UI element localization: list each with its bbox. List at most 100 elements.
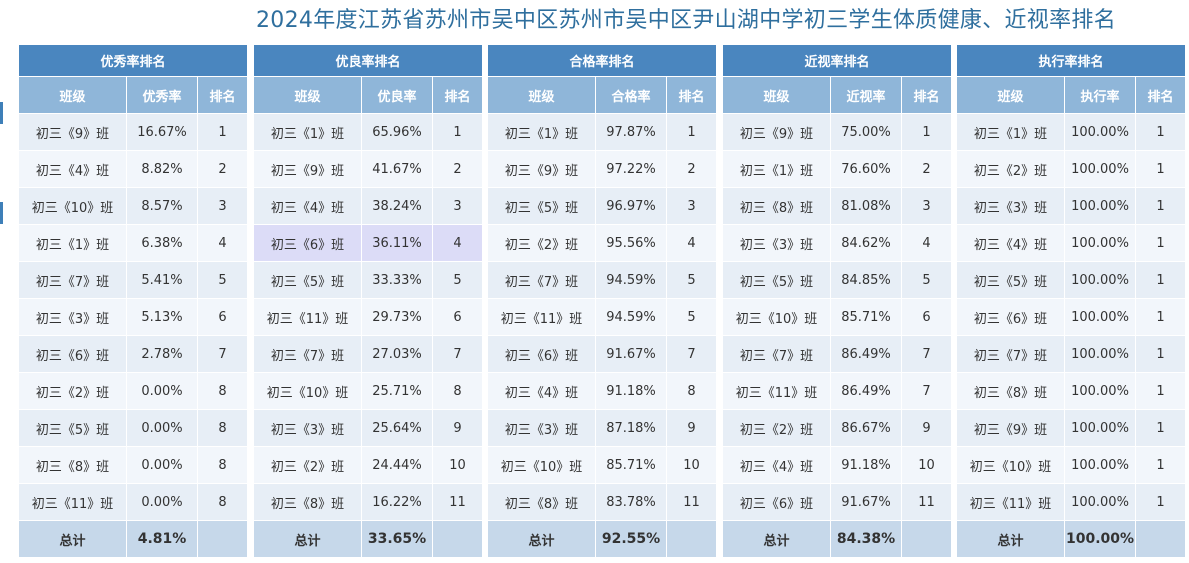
table-row[interactable]: 初三《1》班 6.38% 4: [18, 224, 249, 262]
table-row[interactable]: 初三《4》班 91.18% 8: [487, 372, 718, 410]
column-header[interactable]: 执行率: [1064, 76, 1136, 114]
table-row[interactable]: 初三《4》班 91.18% 10: [722, 446, 953, 484]
table-row[interactable]: 初三《10》班 85.71% 6: [722, 298, 953, 336]
rank-cell: 3: [665, 187, 718, 225]
rank-cell: 4: [665, 224, 718, 262]
table-row[interactable]: 初三《10》班 85.71% 10: [487, 446, 718, 484]
rank-cell: 1: [1134, 113, 1187, 151]
table-row[interactable]: 初三《5》班 84.85% 5: [722, 261, 953, 299]
table-row[interactable]: 初三《8》班 0.00% 8: [18, 446, 249, 484]
table-row[interactable]: 初三《7》班 5.41% 5: [18, 261, 249, 299]
class-name-cell: 初三《5》班: [253, 261, 362, 299]
table-row[interactable]: 初三《9》班 75.00% 1: [722, 113, 953, 151]
table-row[interactable]: 初三《8》班 16.22% 11: [253, 483, 484, 521]
table-row[interactable]: 初三《5》班 0.00% 8: [18, 409, 249, 447]
table-row[interactable]: 初三《4》班 100.00% 1: [956, 224, 1187, 262]
table-row[interactable]: 初三《9》班 100.00% 1: [956, 409, 1187, 447]
class-name-cell: 初三《2》班: [956, 150, 1065, 188]
table-row[interactable]: 初三《11》班 94.59% 5: [487, 298, 718, 336]
rank-cell: 5: [196, 261, 249, 299]
table-row[interactable]: 初三《7》班 86.49% 7: [722, 335, 953, 373]
column-header[interactable]: 班级: [722, 76, 831, 114]
table-row[interactable]: 初三《6》班 91.67% 7: [487, 335, 718, 373]
rank-cell: 7: [900, 372, 953, 410]
table-row[interactable]: 初三《1》班 97.87% 1: [487, 113, 718, 151]
rank-cell: 1: [1134, 446, 1187, 484]
table-row[interactable]: 初三《10》班 8.57% 3: [18, 187, 249, 225]
rate-cell: 100.00%: [1064, 335, 1136, 373]
table-row[interactable]: 初三《7》班 100.00% 1: [956, 335, 1187, 373]
column-header[interactable]: 排名: [196, 76, 249, 114]
table-row[interactable]: 初三《6》班 91.67% 11: [722, 483, 953, 521]
table-row[interactable]: 初三《3》班 5.13% 6: [18, 298, 249, 336]
table-row[interactable]: 初三《3》班 25.64% 9: [253, 409, 484, 447]
rate-cell: 36.11%: [361, 224, 433, 262]
column-header[interactable]: 班级: [956, 76, 1065, 114]
rank-cell: 2: [196, 150, 249, 188]
table-row[interactable]: 初三《2》班 100.00% 1: [956, 150, 1187, 188]
rate-cell: 100.00%: [1064, 113, 1136, 151]
total-row: 总计 33.65%: [253, 520, 484, 558]
column-header[interactable]: 优良率: [361, 76, 433, 114]
table-row[interactable]: 初三《6》班 100.00% 1: [956, 298, 1187, 336]
rank-cell: 11: [431, 483, 484, 521]
total-value: 84.38%: [830, 520, 902, 558]
table-row[interactable]: 初三《1》班 76.60% 2: [722, 150, 953, 188]
table-row[interactable]: 初三《1》班 65.96% 1: [253, 113, 484, 151]
table-row[interactable]: 初三《11》班 86.49% 7: [722, 372, 953, 410]
table-row[interactable]: 初三《10》班 100.00% 1: [956, 446, 1187, 484]
column-header[interactable]: 班级: [18, 76, 127, 114]
column-header[interactable]: 排名: [900, 76, 953, 114]
class-name-cell: 初三《7》班: [18, 261, 127, 299]
table-row[interactable]: 初三《2》班 95.56% 4: [487, 224, 718, 262]
table-row[interactable]: 初三《2》班 0.00% 8: [18, 372, 249, 410]
table-row[interactable]: 初三《9》班 97.22% 2: [487, 150, 718, 188]
table-row[interactable]: 初三《3》班 100.00% 1: [956, 187, 1187, 225]
table-row[interactable]: 初三《11》班 29.73% 6: [253, 298, 484, 336]
table-row[interactable]: 初三《10》班 25.71% 8: [253, 372, 484, 410]
column-header[interactable]: 班级: [253, 76, 362, 114]
table-row[interactable]: 初三《6》班 2.78% 7: [18, 335, 249, 373]
column-header[interactable]: 近视率: [830, 76, 902, 114]
column-header[interactable]: 排名: [1134, 76, 1187, 114]
table-row[interactable]: 初三《7》班 94.59% 5: [487, 261, 718, 299]
table-row[interactable]: 初三《5》班 33.33% 5: [253, 261, 484, 299]
rank-cell: 5: [900, 261, 953, 299]
column-header[interactable]: 优秀率: [126, 76, 198, 114]
table-row[interactable]: 初三《5》班 96.97% 3: [487, 187, 718, 225]
rate-cell: 5.13%: [126, 298, 198, 336]
table-row[interactable]: 初三《11》班 0.00% 8: [18, 483, 249, 521]
total-label: 总计: [253, 520, 362, 558]
table-row[interactable]: 初三《11》班 100.00% 1: [956, 483, 1187, 521]
table-row[interactable]: 初三《5》班 100.00% 1: [956, 261, 1187, 299]
rate-cell: 91.67%: [595, 335, 667, 373]
rate-cell: 27.03%: [361, 335, 433, 373]
table-row[interactable]: 初三《3》班 87.18% 9: [487, 409, 718, 447]
table-row[interactable]: 初三《1》班 100.00% 1: [956, 113, 1187, 151]
column-header[interactable]: 排名: [665, 76, 718, 114]
table-row[interactable]: 初三《8》班 81.08% 3: [722, 187, 953, 225]
table-row[interactable]: 初三《8》班 100.00% 1: [956, 372, 1187, 410]
table-row[interactable]: 初三《8》班 83.78% 11: [487, 483, 718, 521]
table-row[interactable]: 初三《4》班 38.24% 3: [253, 187, 484, 225]
class-name-cell: 初三《7》班: [956, 335, 1065, 373]
table-row[interactable]: 初三《7》班 27.03% 7: [253, 335, 484, 373]
table-row[interactable]: 初三《9》班 16.67% 1: [18, 113, 249, 151]
table-row[interactable]: 初三《2》班 24.44% 10: [253, 446, 484, 484]
rank-cell: 5: [665, 298, 718, 336]
rate-cell: 76.60%: [830, 150, 902, 188]
table-row[interactable]: 初三《3》班 84.62% 4: [722, 224, 953, 262]
table-row[interactable]: 初三《6》班 36.11% 4: [253, 224, 484, 262]
total-row: 总计 92.55%: [487, 520, 718, 558]
table-row[interactable]: 初三《2》班 86.67% 9: [722, 409, 953, 447]
total-rank-empty: [665, 520, 718, 558]
column-header[interactable]: 合格率: [595, 76, 667, 114]
rate-cell: 100.00%: [1064, 150, 1136, 188]
column-header[interactable]: 排名: [431, 76, 484, 114]
class-name-cell: 初三《9》班: [487, 150, 596, 188]
table-row[interactable]: 初三《4》班 8.82% 2: [18, 150, 249, 188]
class-name-cell: 初三《9》班: [18, 113, 127, 151]
column-header[interactable]: 班级: [487, 76, 596, 114]
total-rank-empty: [431, 520, 484, 558]
table-row[interactable]: 初三《9》班 41.67% 2: [253, 150, 484, 188]
